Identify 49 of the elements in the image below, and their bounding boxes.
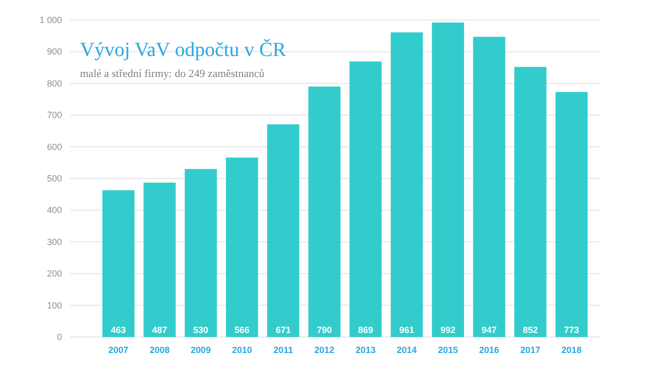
data-label: 790 [316,325,332,335]
bar [473,36,506,337]
y-tick-label: 100 [46,300,62,310]
data-label: 947 [482,325,497,335]
x-tick-label: 2016 [479,345,500,355]
bar [308,86,340,337]
y-tick-label: 200 [46,268,62,279]
bar [102,190,134,337]
data-label: 566 [234,325,250,335]
data-label: 671 [276,325,291,335]
bar [184,168,217,337]
x-tick-label: 2015 [438,345,458,355]
y-tick-label: 400 [46,205,62,216]
data-label: 530 [193,325,208,335]
text: Vývoj VaV odpočtu v ČR [80,38,287,61]
y-tick-label: 700 [46,110,62,120]
x-tick-label: 2009 [190,345,211,355]
x-tick-label: 2008 [150,345,170,355]
x-tick-label: 2011 [273,345,293,355]
x-tick-label: 2010 [232,345,252,355]
bar [556,92,588,337]
bar [432,22,464,337]
y-tick-label: 0 [56,332,62,342]
data-label: 852 [522,325,538,335]
data-label: 487 [152,325,168,335]
bar [144,182,176,337]
bar [226,158,258,337]
bar [350,62,382,337]
data-label: 961 [399,325,414,335]
y-tick-label: 800 [46,78,62,88]
data-label: 992 [440,325,456,335]
x-tick-label: 2017 [520,345,540,355]
x-tick-label: 2018 [562,345,582,355]
y-tick-label: 1 000 [39,15,62,25]
data-label: 773 [564,325,580,335]
data-label: 463 [110,325,126,335]
data-label: 869 [358,325,374,335]
bar [267,124,300,337]
y-tick-label: 600 [46,142,62,152]
y-tick-label: 300 [46,236,62,247]
x-tick-label: 2007 [108,345,128,355]
y-tick-label: 900 [46,46,62,57]
y-tick-label: 500 [46,174,62,184]
x-tick-label: 2013 [356,345,376,355]
bar [514,66,546,337]
x-tick-label: 2012 [314,345,334,355]
bar [390,32,423,337]
text: malé a střední firmy: do 249 zaměstnanců [80,68,265,80]
x-tick-label: 2014 [396,345,417,355]
